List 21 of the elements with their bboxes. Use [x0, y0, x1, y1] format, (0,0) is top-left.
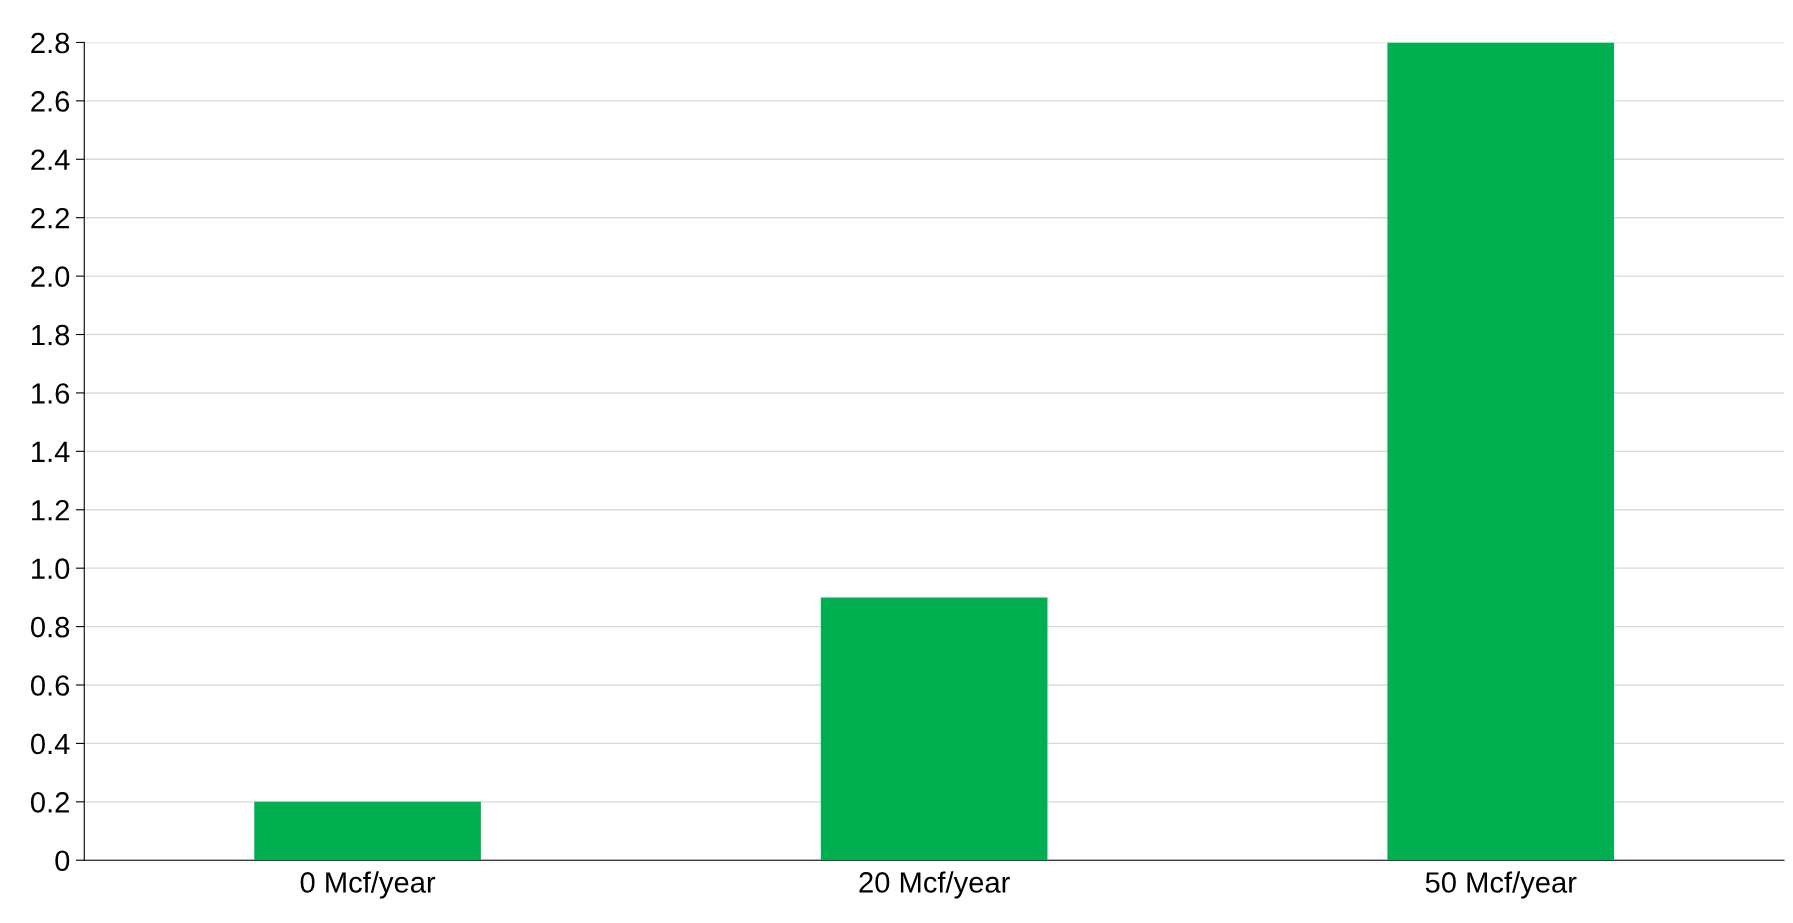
bar — [254, 801, 481, 861]
y-tick-label: 0 — [55, 850, 70, 872]
x-tick-label: 20 Mcf/year — [859, 871, 1010, 899]
y-tick-label: 2.0 — [31, 266, 70, 287]
y-tick-label: 1.0 — [32, 558, 70, 580]
y-tick-label: 0.2 — [30, 792, 69, 813]
x-tick-label: 50 Mcf/year — [1425, 871, 1577, 899]
y-tick-label: 2.8 — [31, 32, 70, 54]
y-tick-label: 0.8 — [30, 616, 70, 638]
y-tick-label: 0.4 — [30, 733, 70, 755]
bar — [1387, 42, 1615, 861]
y-tick-label: 2.6 — [31, 91, 70, 112]
y-tick-label: 2.4 — [31, 149, 70, 170]
y-tick-label: 0.6 — [30, 675, 70, 696]
y-tick-label: 1.6 — [32, 383, 70, 404]
bar — [820, 597, 1048, 861]
x-tick-label: 0 Mcf/year — [300, 871, 436, 899]
y-tick-label: 2.2 — [31, 207, 69, 229]
y-tick-label: 1.4 — [32, 441, 70, 462]
y-tick-label: 1.2 — [32, 499, 69, 521]
y-tick-label: 1.8 — [32, 324, 70, 346]
